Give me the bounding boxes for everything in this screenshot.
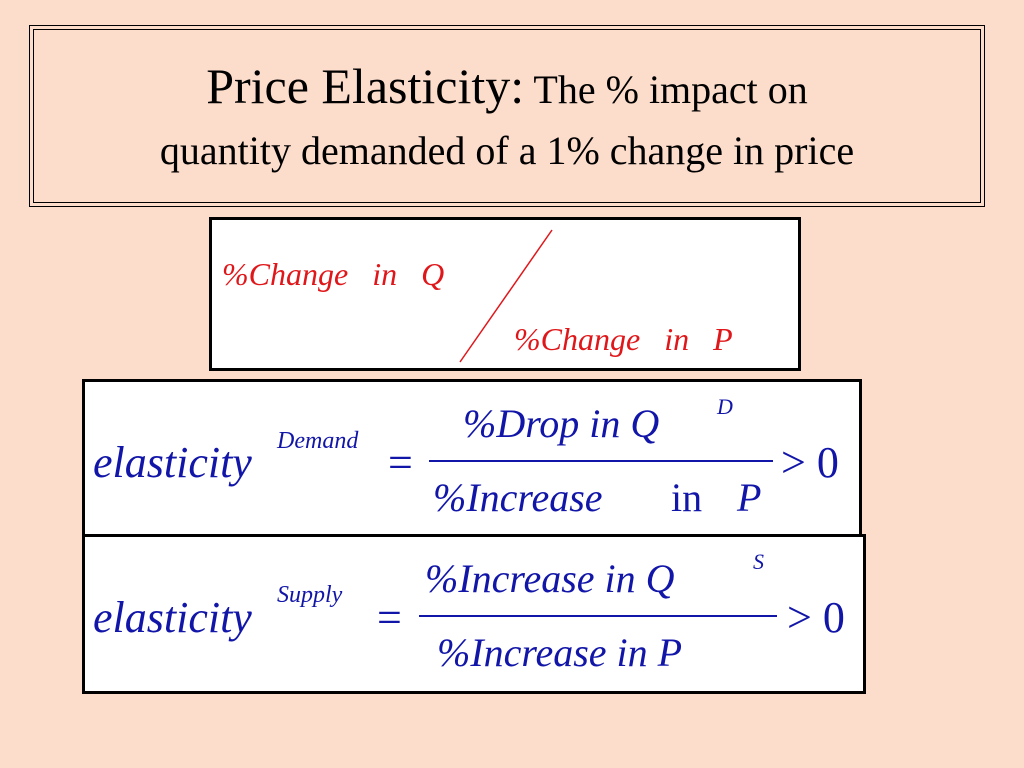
title-rest: The % impact on — [524, 67, 808, 112]
title-line-2: quantity demanded of a 1% change in pric… — [159, 128, 855, 173]
demand-lhs: elasticity — [93, 438, 252, 487]
supply-equals: = — [377, 593, 402, 642]
demand-comparison: > 0 — [781, 438, 839, 487]
supply-denominator: %Increase in P — [437, 630, 683, 675]
demand-denominator-in: in — [671, 475, 703, 520]
supply-comparison: > 0 — [787, 593, 845, 642]
demand-formula-box: elasticity Demand = %Drop in Q D %Increa… — [82, 379, 862, 537]
demand-fraction-bar — [429, 460, 773, 462]
title-box: Price Elasticity: The % impact on quanti… — [29, 25, 985, 207]
title-main: Price Elasticity: — [206, 58, 525, 114]
demand-denominator-var: P — [737, 475, 762, 520]
slash-denominator: %Change in P — [514, 321, 733, 357]
supply-numerator: %Increase in Q — [425, 556, 675, 601]
title-line-1: Price Elasticity: The % impact on — [206, 53, 808, 123]
supply-numerator-superscript: S — [753, 549, 764, 574]
supply-fraction-bar — [419, 615, 777, 617]
demand-superscript: Demand — [277, 428, 359, 454]
slash-fraction-box: %Change in Q %Change in P — [209, 217, 801, 371]
demand-denominator-prefix: %Increase — [433, 475, 603, 520]
demand-numerator-superscript: D — [717, 394, 733, 419]
supply-superscript: Supply — [277, 582, 343, 608]
title-inner-border: Price Elasticity: The % impact on quanti… — [33, 29, 981, 203]
supply-lhs: elasticity — [93, 593, 252, 642]
slash-numerator: %Change in Q — [222, 256, 445, 292]
supply-formula-box: elasticity Supply = %Increase in Q S %In… — [82, 534, 866, 694]
demand-equals: = — [388, 438, 413, 487]
slash-divider — [459, 229, 553, 363]
demand-numerator: %Drop in Q — [463, 401, 660, 446]
